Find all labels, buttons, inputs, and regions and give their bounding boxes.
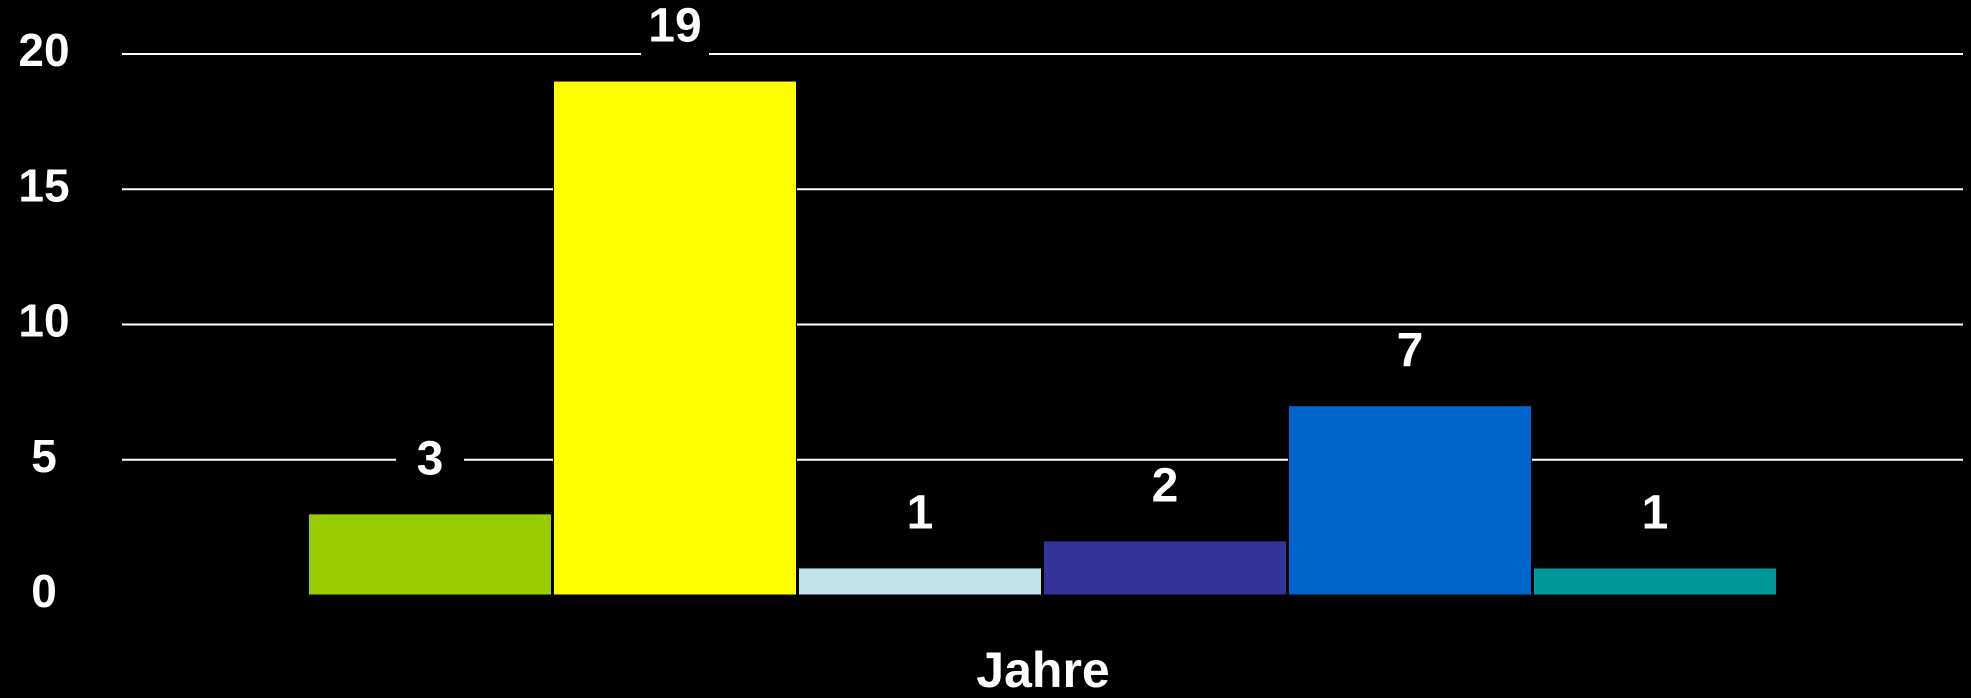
label-background <box>1621 489 1689 542</box>
y-tick-label: 20 <box>18 24 69 76</box>
bar <box>1533 567 1777 596</box>
label-background <box>886 489 954 542</box>
bar <box>553 80 797 596</box>
y-tick-label: 5 <box>31 430 57 482</box>
value-label: 3 <box>417 433 444 486</box>
label-background <box>1376 327 1444 380</box>
value-label: 1 <box>907 487 934 540</box>
bar <box>1288 405 1532 596</box>
value-label: 19 <box>648 0 701 53</box>
value-label: 1 <box>1642 487 1669 540</box>
y-tick-label: 15 <box>18 159 69 211</box>
bar <box>308 513 552 596</box>
label-background <box>1131 462 1199 515</box>
value-label: 2 <box>1152 460 1179 513</box>
bar <box>798 567 1042 596</box>
label-background <box>641 3 709 56</box>
label-background <box>396 435 464 488</box>
bar <box>1043 540 1287 596</box>
y-tick-label: 0 <box>31 565 57 617</box>
x-axis-label: Jahre <box>976 642 1109 698</box>
y-tick-label: 10 <box>18 295 69 347</box>
value-label: 7 <box>1397 324 1424 377</box>
